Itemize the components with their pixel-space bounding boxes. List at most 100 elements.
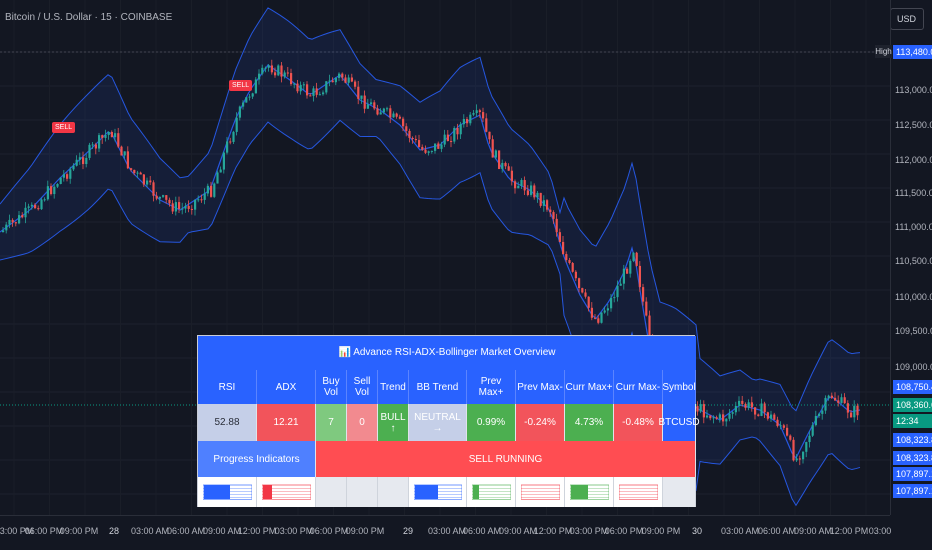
candle	[702, 404, 705, 418]
candle	[482, 112, 485, 119]
candle	[27, 206, 30, 208]
candle	[584, 292, 587, 297]
price-axis[interactable]: 113,000.00 112,500.00 112,000.00 111,500.00…	[890, 0, 932, 515]
candle	[88, 144, 91, 158]
candle	[197, 199, 200, 201]
candle	[98, 135, 101, 149]
candle	[552, 212, 555, 219]
time-tick: 30	[691, 526, 703, 536]
candle	[168, 199, 171, 204]
value-cell: -0.48%	[614, 404, 663, 441]
candle	[501, 162, 504, 169]
candle	[430, 150, 433, 152]
candle	[606, 308, 609, 311]
candle	[386, 108, 389, 110]
price-tick: 113,000.00	[895, 85, 932, 95]
progress-fill	[415, 485, 438, 499]
candle	[392, 113, 395, 118]
high-price-label: 113,480.00	[893, 45, 932, 59]
time-tick: 03:00 PM	[274, 526, 314, 536]
price-tick: 110,500.00	[895, 256, 932, 266]
candle	[299, 84, 302, 92]
candle	[469, 114, 472, 124]
candle	[635, 252, 638, 266]
candle	[178, 202, 181, 209]
candle	[290, 73, 293, 85]
progress-bar	[521, 484, 560, 500]
price-tick: 110,000.00	[895, 292, 932, 302]
candle	[21, 215, 24, 218]
price-label: 107,897.19	[893, 484, 932, 498]
candle	[475, 110, 478, 114]
candle	[850, 412, 853, 418]
candle	[267, 65, 270, 68]
candle	[254, 79, 257, 94]
market-overview-table: 📊 Advance RSI-ADX-Bollinger Market Overv…	[197, 335, 700, 507]
candle	[280, 65, 283, 77]
candle	[309, 95, 312, 97]
price-label: 108,750.48	[893, 380, 932, 394]
candle	[648, 315, 651, 336]
candle	[30, 204, 33, 207]
candle	[446, 134, 449, 142]
candle	[734, 405, 737, 413]
candle	[818, 413, 821, 417]
candle	[360, 95, 363, 99]
column-header: Prev Max-	[516, 370, 565, 404]
candle	[520, 180, 523, 186]
candle	[562, 241, 565, 255]
column-header: Curr Max-	[614, 370, 663, 404]
candle	[709, 415, 712, 419]
column-header: Prev Max+	[467, 370, 516, 404]
progress-bar	[203, 484, 252, 500]
candle	[798, 458, 801, 460]
candle	[318, 94, 321, 96]
candle	[328, 80, 331, 82]
candle	[622, 268, 625, 284]
candle	[456, 128, 459, 135]
progress-indicators-label: Progress Indicators	[198, 441, 316, 477]
candle	[808, 435, 811, 443]
candle	[590, 307, 593, 318]
candle	[133, 169, 136, 174]
candle	[62, 174, 65, 178]
candle	[782, 425, 785, 428]
candle	[763, 403, 766, 413]
candle	[357, 86, 360, 99]
candle	[251, 93, 254, 97]
time-tick: 03:00 PM	[569, 526, 609, 536]
candle	[597, 318, 600, 323]
candle	[472, 113, 475, 115]
candle	[824, 397, 827, 411]
progress-bar	[472, 484, 511, 500]
candle	[779, 425, 782, 427]
candle	[242, 102, 245, 107]
candle	[715, 417, 718, 419]
symbol-title[interactable]: Bitcoin / U.S. Dollar · 15 · COINBASE	[5, 12, 173, 23]
candle	[158, 196, 161, 199]
currency-selector[interactable]: USD	[890, 8, 924, 30]
candle	[741, 400, 744, 404]
candle	[24, 207, 27, 218]
candle	[411, 137, 414, 140]
candle	[322, 92, 325, 95]
candle	[510, 170, 513, 182]
progress-bar	[262, 484, 311, 500]
candle	[261, 67, 264, 74]
candle	[11, 219, 14, 223]
candle	[296, 83, 299, 92]
value-cell: 0.99%	[467, 404, 516, 441]
candle	[773, 414, 776, 420]
candle	[277, 65, 280, 76]
candle	[728, 413, 731, 419]
candle	[421, 146, 424, 150]
time-tick: 03:00 PM	[0, 526, 34, 536]
candle	[840, 397, 843, 403]
candle	[72, 165, 75, 170]
candle	[203, 193, 206, 200]
candle	[821, 410, 824, 414]
value-cell: 4.73%	[565, 404, 614, 441]
candle	[107, 131, 110, 135]
candle	[418, 140, 421, 147]
